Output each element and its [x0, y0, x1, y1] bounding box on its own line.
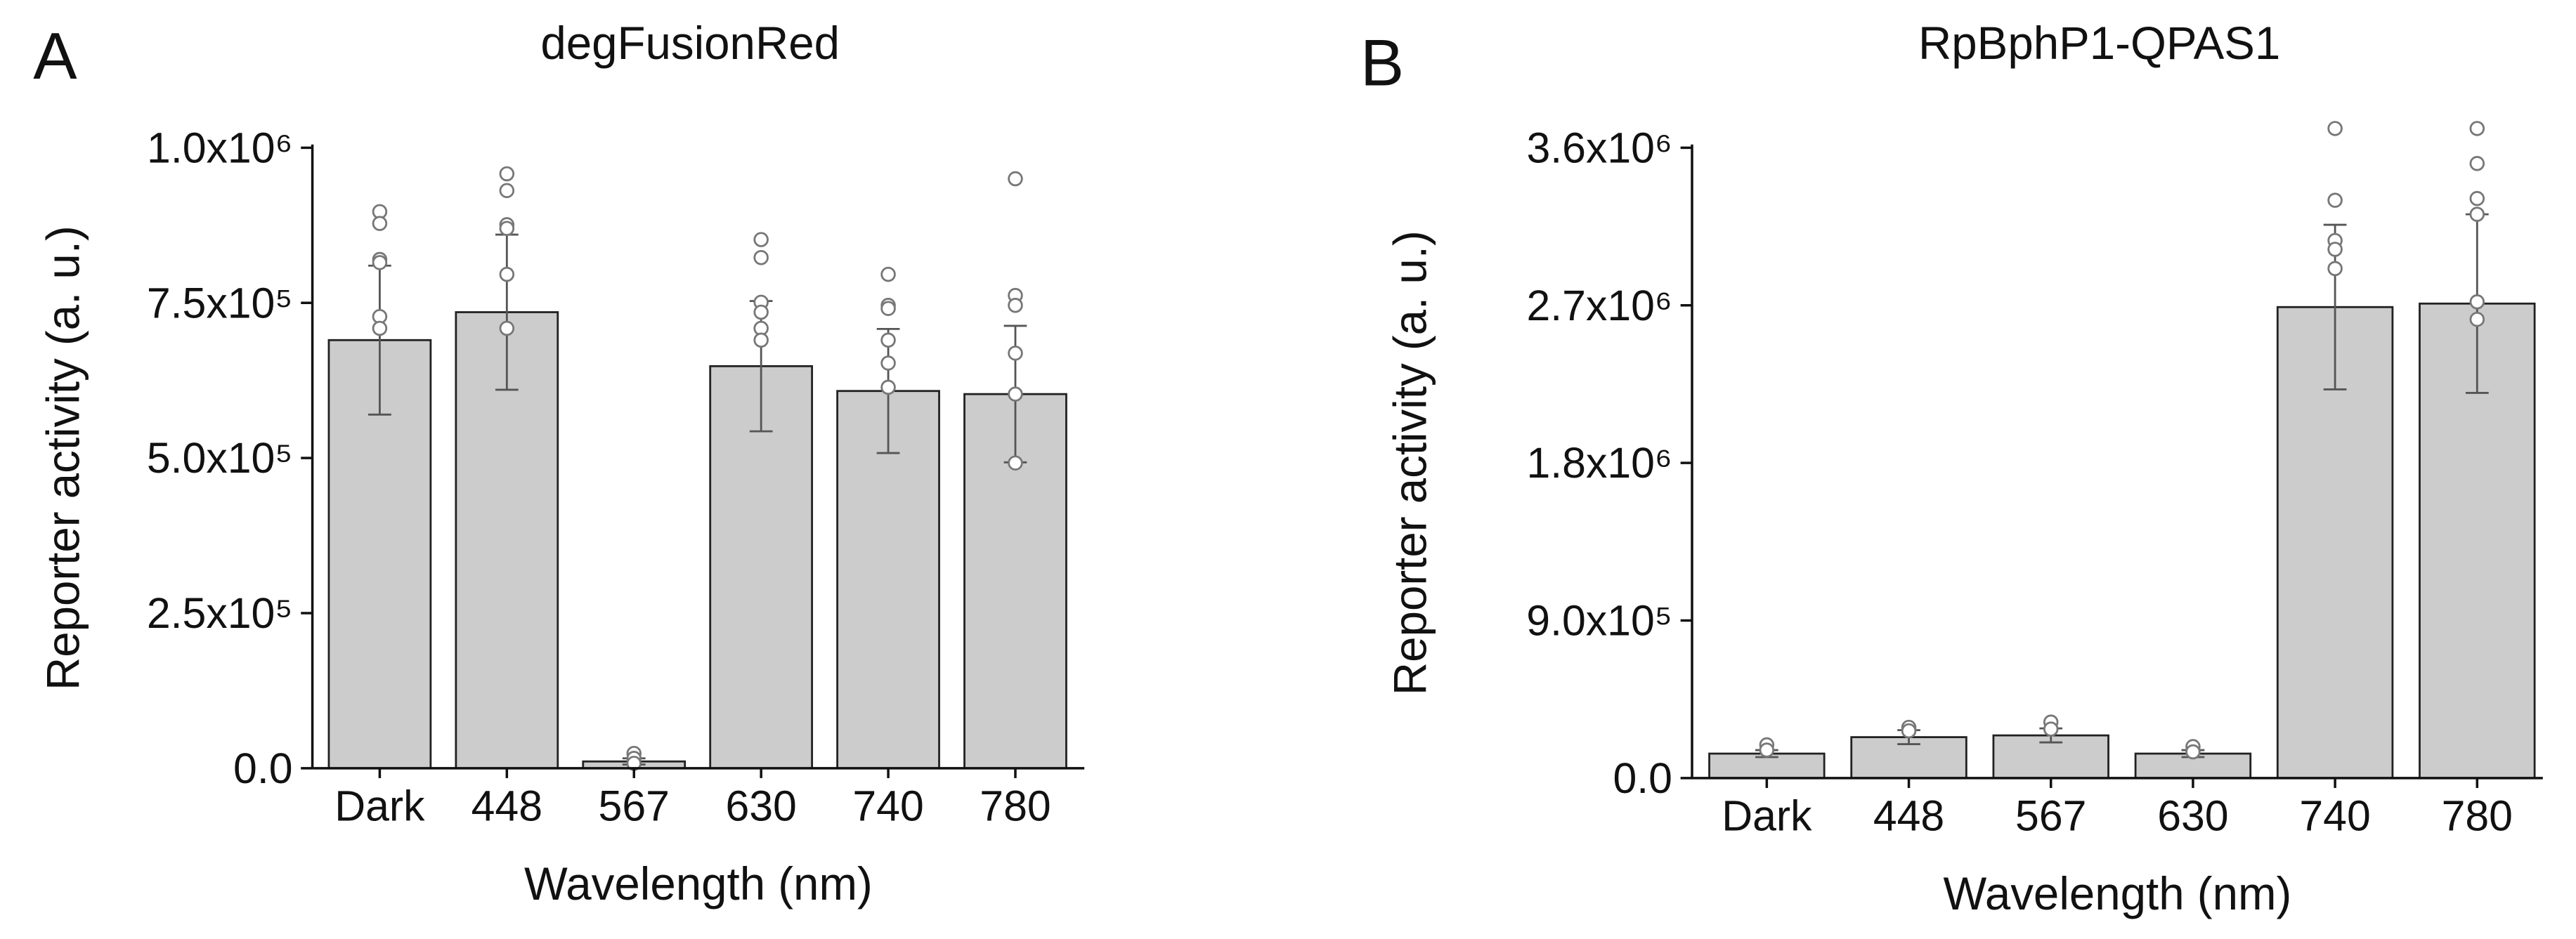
data-point: [880, 379, 896, 395]
data-point: [499, 320, 515, 336]
x-tick-label: 780: [2442, 792, 2513, 840]
y-axis-label: Reporter activity (a. u.): [38, 225, 89, 690]
data-point: [499, 221, 515, 236]
data-point: [2469, 156, 2485, 171]
y-tick-label: 5.0x10⁵: [147, 434, 293, 482]
y-tick-label: 1.0x10⁶: [147, 124, 292, 171]
data-point: [1008, 386, 1023, 402]
data-point: [1901, 723, 1917, 739]
x-tick-label: 780: [980, 782, 1050, 830]
data-point: [2469, 294, 2485, 310]
data-point: [753, 332, 769, 348]
data-point: [2469, 121, 2485, 136]
data-point: [499, 166, 515, 182]
data-point: [2327, 192, 2343, 208]
data-point: [499, 266, 515, 282]
x-axis-label: Wavelength (nm): [524, 858, 873, 910]
bar: [709, 365, 814, 770]
data-point: [880, 266, 896, 282]
data-point: [753, 232, 769, 247]
data-point: [880, 355, 896, 371]
data-point: [1008, 171, 1023, 187]
data-point: [880, 301, 896, 316]
x-tick-label: 567: [2015, 792, 2086, 840]
x-tick-label: 740: [2299, 792, 2370, 840]
y-tick-label: 9.0x10⁵: [1526, 597, 1672, 645]
data-point: [880, 332, 896, 348]
panel-label: A: [33, 19, 77, 93]
x-tick-label: 567: [599, 782, 670, 830]
data-point: [2469, 190, 2485, 206]
y-tick-label: 0.0: [233, 744, 292, 792]
x-axis-label: Wavelength (nm): [1943, 868, 2291, 919]
data-point: [753, 250, 769, 265]
x-tick-label: Dark: [1722, 792, 1812, 840]
data-point: [372, 216, 388, 231]
data-point: [1008, 455, 1023, 471]
x-tick-label: 630: [2157, 792, 2228, 840]
data-point: [2469, 311, 2485, 327]
y-tick-label: 2.7x10⁶: [1526, 282, 1672, 329]
data-point: [2327, 121, 2343, 136]
data-point: [2043, 721, 2059, 737]
y-tick-label: 2.5x10⁵: [147, 589, 293, 637]
data-point: [2327, 242, 2343, 257]
y-tick-label: 1.8x10⁶: [1526, 439, 1672, 487]
data-point: [1008, 346, 1023, 361]
y-tick-label: 7.5x10⁵: [147, 279, 293, 327]
x-tick-label: 448: [1873, 792, 1944, 840]
y-tick-label: 3.6x10⁶: [1526, 124, 1672, 171]
data-point: [1008, 298, 1023, 313]
data-point: [2185, 744, 2201, 760]
chart-title: RpBphP1-QPAS1: [1918, 18, 2280, 69]
data-point: [2327, 261, 2343, 277]
data-point: [372, 255, 388, 270]
chart-title: degFusionRed: [540, 18, 840, 69]
data-point: [2469, 206, 2485, 222]
data-point: [372, 320, 388, 336]
x-tick-label: 740: [852, 782, 923, 830]
y-tick-label: 0.0: [1613, 754, 1672, 802]
y-axis-label: Reporter activity (a. u.): [1384, 230, 1436, 695]
x-tick-label: Dark: [334, 782, 425, 830]
data-point: [499, 183, 515, 199]
x-tick-label: 448: [471, 782, 542, 830]
data-point: [753, 304, 769, 320]
panel-label: B: [1360, 26, 1404, 100]
data-point: [1759, 742, 1775, 758]
x-tick-label: 630: [725, 782, 796, 830]
